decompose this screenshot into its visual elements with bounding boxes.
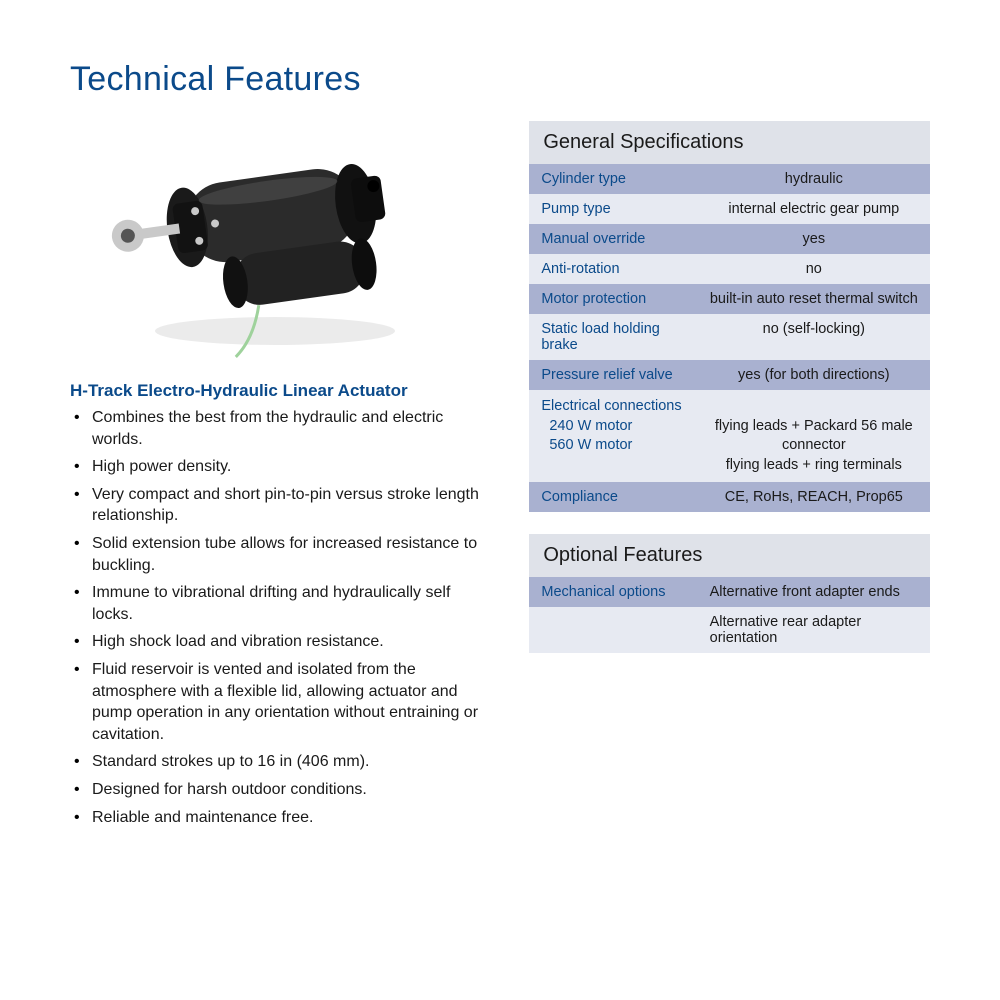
spec-sublabel: 560 W motor: [541, 436, 685, 456]
list-item: Fluid reservoir is vented and isolated f…: [92, 659, 495, 745]
spec-label: Pressure relief valve: [529, 360, 697, 390]
spec-value-line: flying leads + Packard 56 male connector: [715, 418, 913, 454]
table-row: Anti-rotation no: [529, 254, 930, 284]
spec-value: Alternative rear adapter orientation: [698, 607, 930, 653]
spec-value: CE, RoHs, REACH, Prop65: [698, 482, 930, 512]
table-row: Static load holding brake no (self-locki…: [529, 314, 930, 360]
table-row: Alternative rear adapter orientation: [529, 607, 930, 653]
page-title: Technical Features: [70, 60, 930, 99]
spec-label-main: Electrical connections: [541, 398, 681, 414]
spec-label: Static load holding brake: [529, 314, 697, 360]
list-item: High shock load and vibration resistance…: [92, 631, 495, 653]
right-column: General Specifications Cylinder type hyd…: [529, 121, 930, 834]
left-column: H-Track Electro-Hydraulic Linear Actuato…: [70, 121, 495, 834]
table-row: Electrical connections 240 W motor 560 W…: [529, 390, 930, 482]
list-item: Combines the best from the hydraulic and…: [92, 407, 495, 450]
product-image: [100, 121, 440, 361]
spec-value: no (self-locking): [698, 314, 930, 360]
table-row: Mechanical options Alternative front ada…: [529, 577, 930, 607]
table-row: Manual override yes: [529, 224, 930, 254]
list-item: Designed for harsh outdoor conditions.: [92, 779, 495, 801]
spec-label: Electrical connections 240 W motor 560 W…: [529, 390, 697, 482]
table-header: General Specifications: [529, 121, 930, 164]
spec-label: Cylinder type: [529, 164, 697, 194]
spec-label-empty: [529, 607, 697, 653]
list-item: Very compact and short pin-to-pin versus…: [92, 484, 495, 527]
spec-value: hydraulic: [698, 164, 930, 194]
optional-features-table: Optional Features Mechanical options Alt…: [529, 534, 930, 653]
spec-value: internal electric gear pump: [698, 194, 930, 224]
spec-value-line: flying leads + ring terminals: [726, 457, 902, 473]
spec-value: yes (for both directions): [698, 360, 930, 390]
spec-label: Mechanical options: [529, 577, 697, 607]
spec-label: Anti-rotation: [529, 254, 697, 284]
general-specs-table: General Specifications Cylinder type hyd…: [529, 121, 930, 512]
spec-label: Motor protection: [529, 284, 697, 314]
spec-value: built-in auto reset thermal switch: [698, 284, 930, 314]
list-item: Reliable and maintenance free.: [92, 807, 495, 829]
table-row: Motor protection built-in auto reset the…: [529, 284, 930, 314]
list-item: Solid extension tube allows for increase…: [92, 533, 495, 576]
spec-value: yes: [698, 224, 930, 254]
list-item: Immune to vibrational drifting and hydra…: [92, 582, 495, 625]
table-row: Pump type internal electric gear pump: [529, 194, 930, 224]
table-row: Compliance CE, RoHs, REACH, Prop65: [529, 482, 930, 512]
table-row: Pressure relief valve yes (for both dire…: [529, 360, 930, 390]
spec-label: Pump type: [529, 194, 697, 224]
feature-list: Combines the best from the hydraulic and…: [70, 407, 495, 828]
spec-value-blank: [812, 398, 816, 414]
spec-label: Compliance: [529, 482, 697, 512]
spec-value: no: [698, 254, 930, 284]
spec-sublabel: 240 W motor: [541, 417, 685, 437]
list-item: High power density.: [92, 456, 495, 478]
two-column-layout: H-Track Electro-Hydraulic Linear Actuato…: [70, 121, 930, 834]
spec-value: flying leads + Packard 56 male connector…: [698, 390, 930, 482]
spec-label: Manual override: [529, 224, 697, 254]
table-row: Cylinder type hydraulic: [529, 164, 930, 194]
table-header: Optional Features: [529, 534, 930, 577]
product-title: H-Track Electro-Hydraulic Linear Actuato…: [70, 381, 495, 401]
spec-value: Alternative front adapter ends: [698, 577, 930, 607]
list-item: Standard strokes up to 16 in (406 mm).: [92, 751, 495, 773]
